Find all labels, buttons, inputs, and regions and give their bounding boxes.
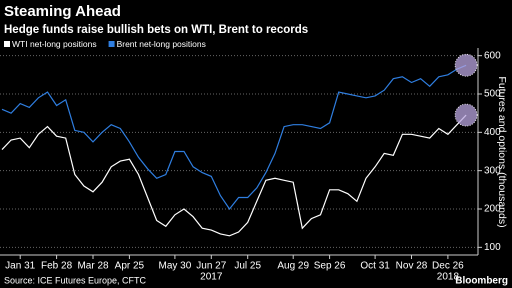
highlight-marker (454, 53, 478, 77)
x-tick-label: Nov 28 (396, 261, 428, 272)
x-tick-label: Jul 25 (234, 261, 261, 272)
x-tick-label: Sep 26 (314, 261, 346, 272)
x-tick-label: Jan 31 (5, 261, 35, 272)
x-tick-label: Apr 25 (115, 261, 145, 272)
x-tick-label: Oct 31 (360, 261, 390, 272)
x-tick-label: Feb 28 (41, 261, 73, 272)
y-tick-label: 100 (484, 242, 501, 253)
series-line (1, 114, 467, 237)
x-tick-label: Jun 27 (196, 261, 226, 272)
y-tick-label: 400 (484, 127, 501, 138)
chart-title: Steaming Ahead (4, 3, 121, 20)
y-tick-label: 600 (484, 50, 501, 61)
highlight-marker (454, 103, 478, 127)
x-tick-label: May 30 (159, 261, 192, 272)
brand: Bloomberg (455, 276, 508, 287)
chart-subtitle: Hedge funds raise bullish bets on WTI, B… (4, 24, 308, 36)
x-year-label: 2017 (200, 272, 223, 283)
x-year-label: 2018 (437, 272, 460, 283)
y-axis-title: Futures and options (thousands) (496, 76, 508, 227)
legend-swatch (4, 41, 10, 47)
x-tick-label: Aug 29 (277, 261, 309, 272)
x-tick-label: Mar 28 (77, 261, 109, 272)
y-tick-label: 500 (484, 89, 501, 100)
x-tick-label: Dec 26 (432, 261, 464, 272)
legend-label: Brent net-long positions (117, 39, 206, 49)
legend-swatch (108, 41, 115, 47)
legend-label: WTI net-long positions (12, 39, 97, 49)
series-line (1, 64, 467, 211)
y-tick-label: 300 (484, 165, 501, 176)
y-tick-label: 200 (484, 204, 501, 215)
source: Source: ICE Futures Europe, CFTC (4, 275, 147, 285)
